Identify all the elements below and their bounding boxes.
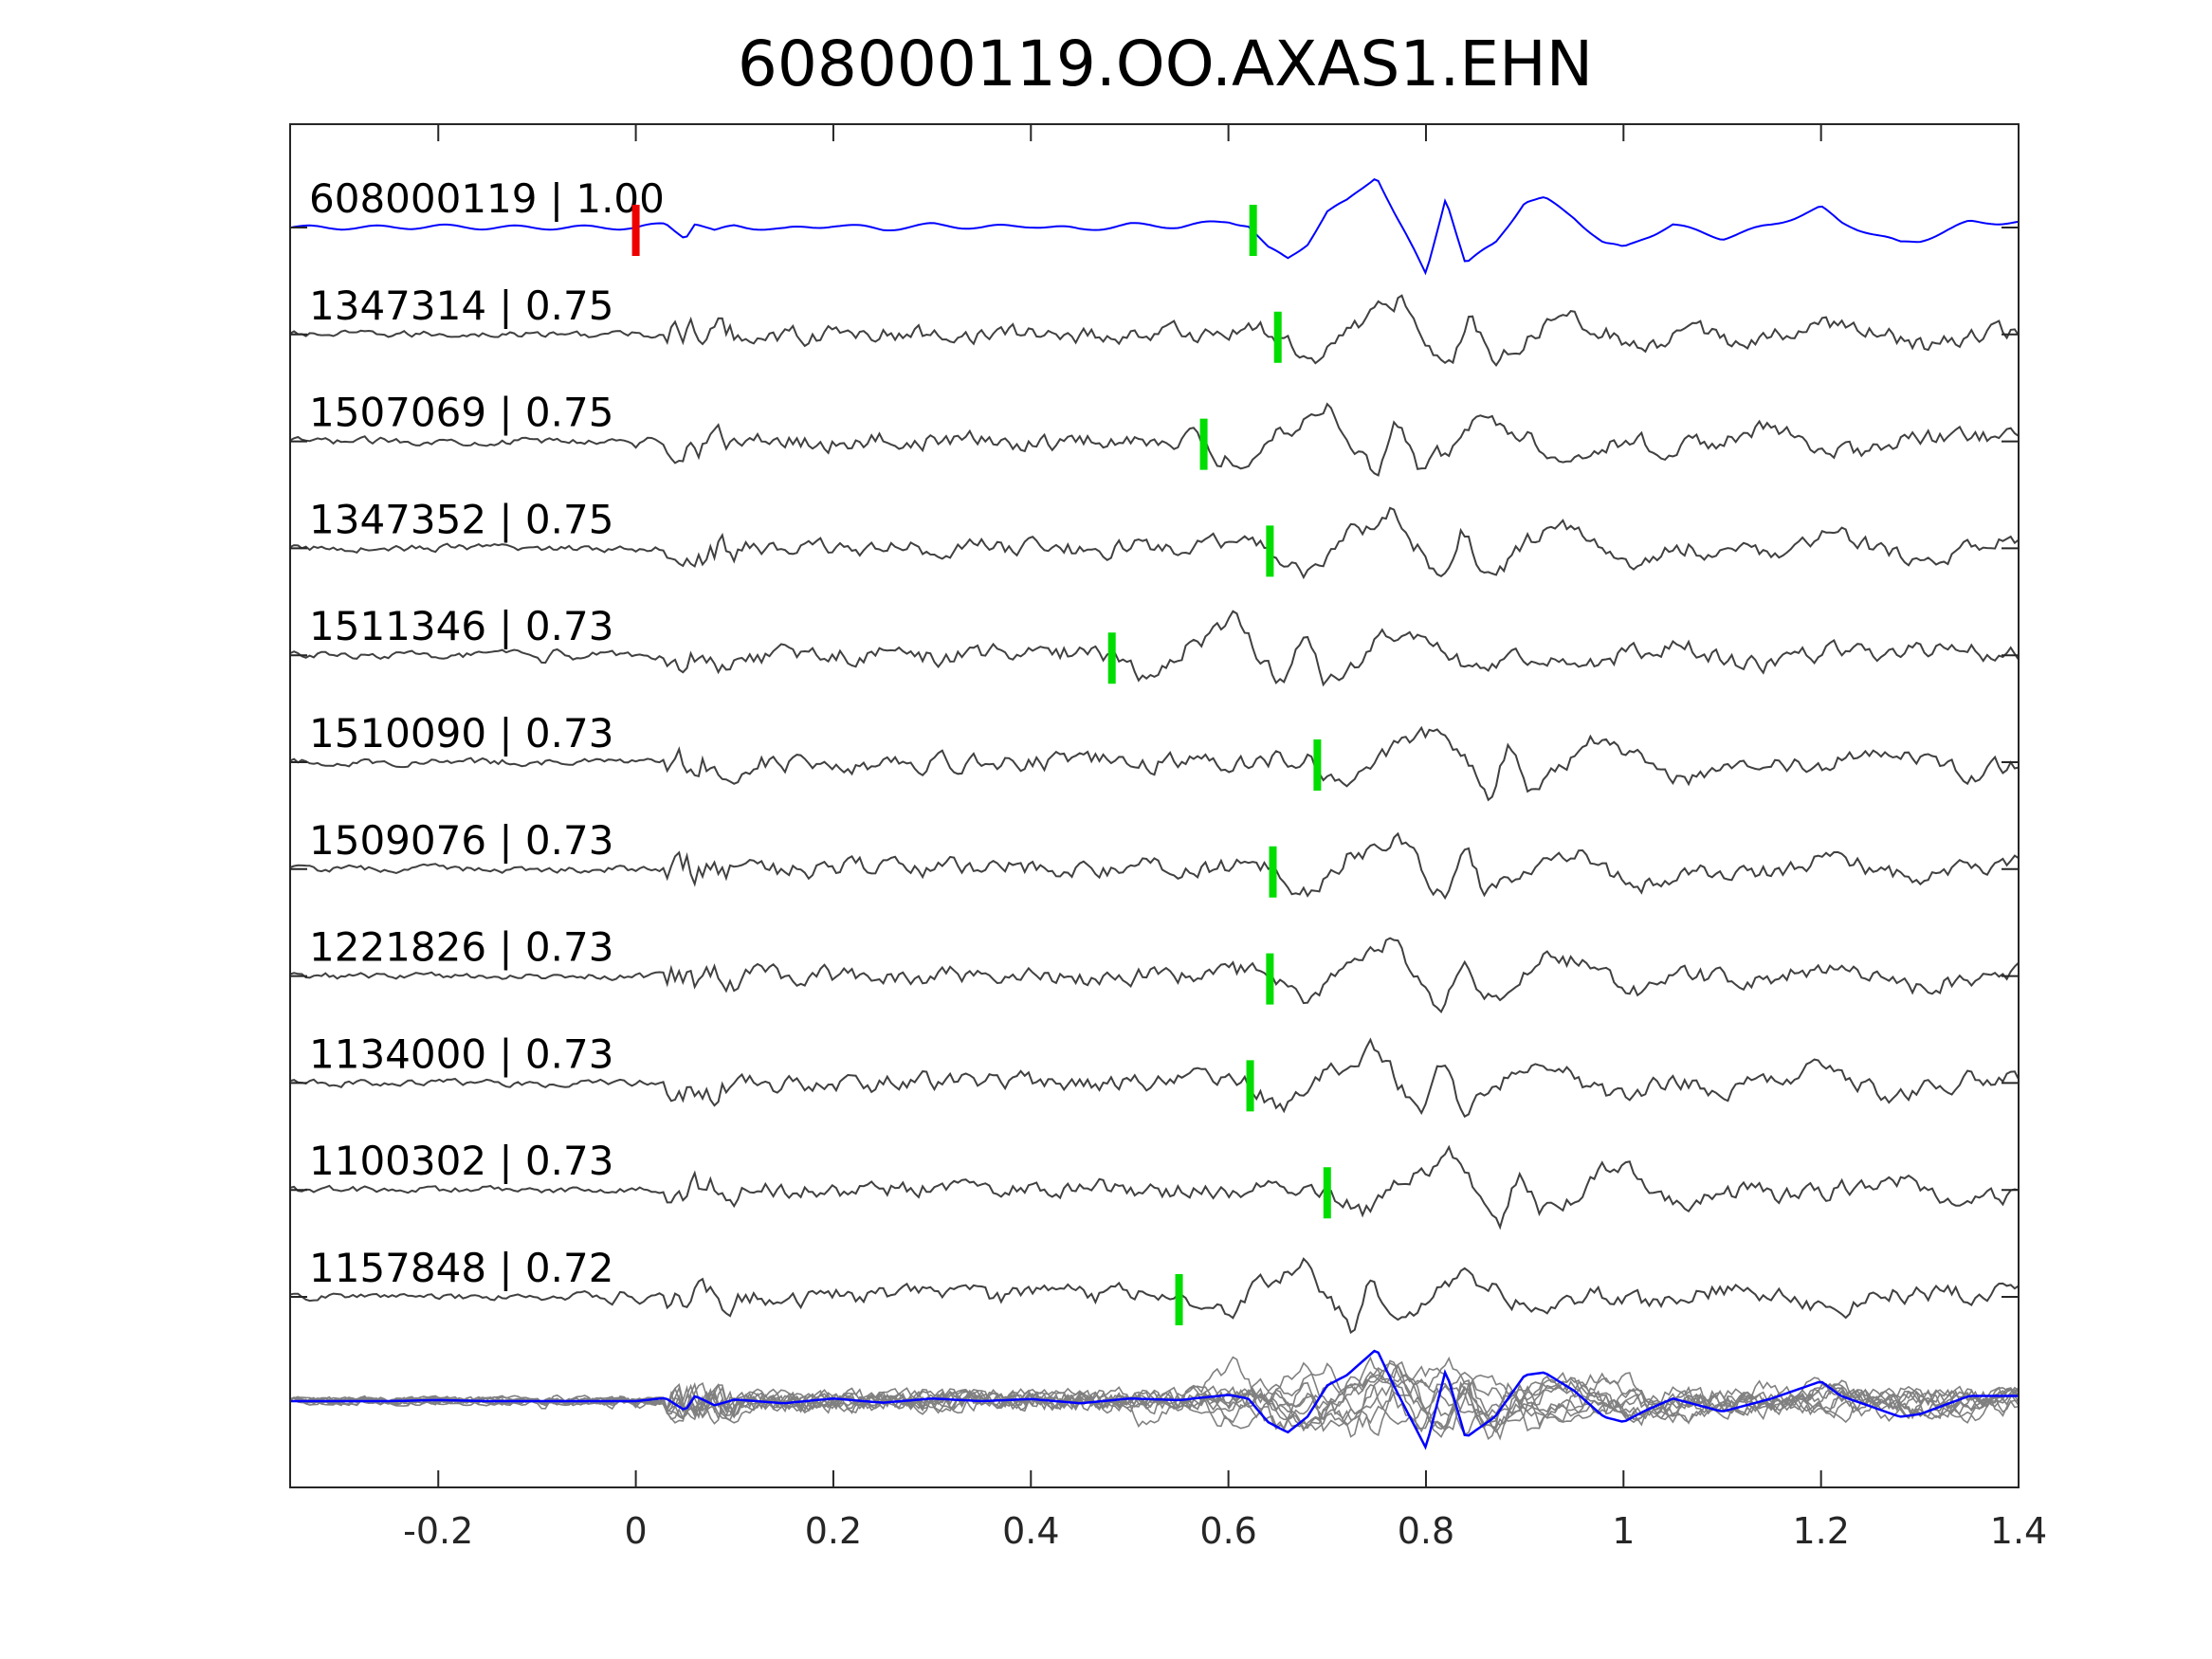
trace-row: 1509076 | 0.73 xyxy=(289,817,2020,901)
matched-waveform xyxy=(289,402,2020,477)
matched-waveform xyxy=(289,506,2020,580)
matched-waveform xyxy=(289,725,2020,802)
trace-label: 1347314 | 0.75 xyxy=(309,283,613,329)
x-tick-label: 1.2 xyxy=(1792,1510,1849,1552)
matched-waveform xyxy=(289,831,2020,901)
trace-label: 608000119 | 1.00 xyxy=(309,175,665,222)
x-tick-label: 0.2 xyxy=(805,1510,862,1552)
trace-row: 1100302 | 0.73 xyxy=(289,1138,2020,1231)
matched-waveform xyxy=(289,1144,2020,1231)
trace-row: 1511346 | 0.73 xyxy=(289,603,2020,687)
trace-row: 1347352 | 0.75 xyxy=(289,496,2020,580)
x-tick-label: 0.4 xyxy=(1002,1510,1059,1552)
trace-row: 1347314 | 0.75 xyxy=(289,283,2020,367)
trace-label: 1509076 | 0.73 xyxy=(309,817,613,864)
template-waveform xyxy=(289,178,2020,276)
overlay-waveform xyxy=(289,1360,2020,1433)
overlay-template-waveform xyxy=(290,1349,2019,1450)
matched-waveform xyxy=(289,937,2020,1013)
trace-label: 1507069 | 0.75 xyxy=(309,390,613,436)
trace-label: 1100302 | 0.73 xyxy=(309,1138,613,1184)
matched-waveform xyxy=(289,294,2020,367)
trace-row: 1507069 | 0.75 xyxy=(289,390,2020,477)
x-tick-label: 1.4 xyxy=(1990,1510,2047,1552)
trace-label: 1510090 | 0.73 xyxy=(309,710,613,757)
trace-row: 1221826 | 0.73 xyxy=(289,924,2020,1013)
x-tick-label: 1 xyxy=(1612,1510,1635,1552)
stacked-overlay xyxy=(289,1349,2020,1450)
trace-label: 1511346 | 0.73 xyxy=(309,603,613,649)
trace-row: 1134000 | 0.73 xyxy=(289,1030,2020,1119)
overlay-waveform xyxy=(289,1362,2020,1439)
trace-label: 1134000 | 0.73 xyxy=(309,1030,613,1077)
trace-label: 1157848 | 0.72 xyxy=(309,1245,613,1291)
trace-row: 608000119 | 1.00 xyxy=(289,175,2020,276)
trace-row: 1510090 | 0.73 xyxy=(289,710,2020,802)
x-tick-label: -0.2 xyxy=(403,1510,473,1552)
matched-waveform xyxy=(289,610,2020,687)
x-tick-label: 0.8 xyxy=(1398,1510,1454,1552)
x-tick-label: 0 xyxy=(625,1510,648,1552)
trace-label: 1347352 | 0.75 xyxy=(309,496,613,542)
chart-title: 608000119.OO.AXAS1.EHN xyxy=(738,27,1593,100)
trace-label: 1221826 | 0.73 xyxy=(309,924,613,971)
traces-layer: 608000119 | 1.00 1347314 | 0.75 1507069 | … xyxy=(289,175,2020,1335)
matched-waveform xyxy=(289,1257,2020,1335)
x-axis-ticks: -0.2 0 0.2 0.4 0.6 0.8 1 1.2 1.4 xyxy=(290,124,2047,1552)
plot-area-frame xyxy=(289,123,2020,1488)
trace-row: 1157848 | 0.72 xyxy=(289,1245,2020,1335)
x-tick-label: 0.6 xyxy=(1199,1510,1256,1552)
matched-waveform xyxy=(289,1037,2020,1119)
